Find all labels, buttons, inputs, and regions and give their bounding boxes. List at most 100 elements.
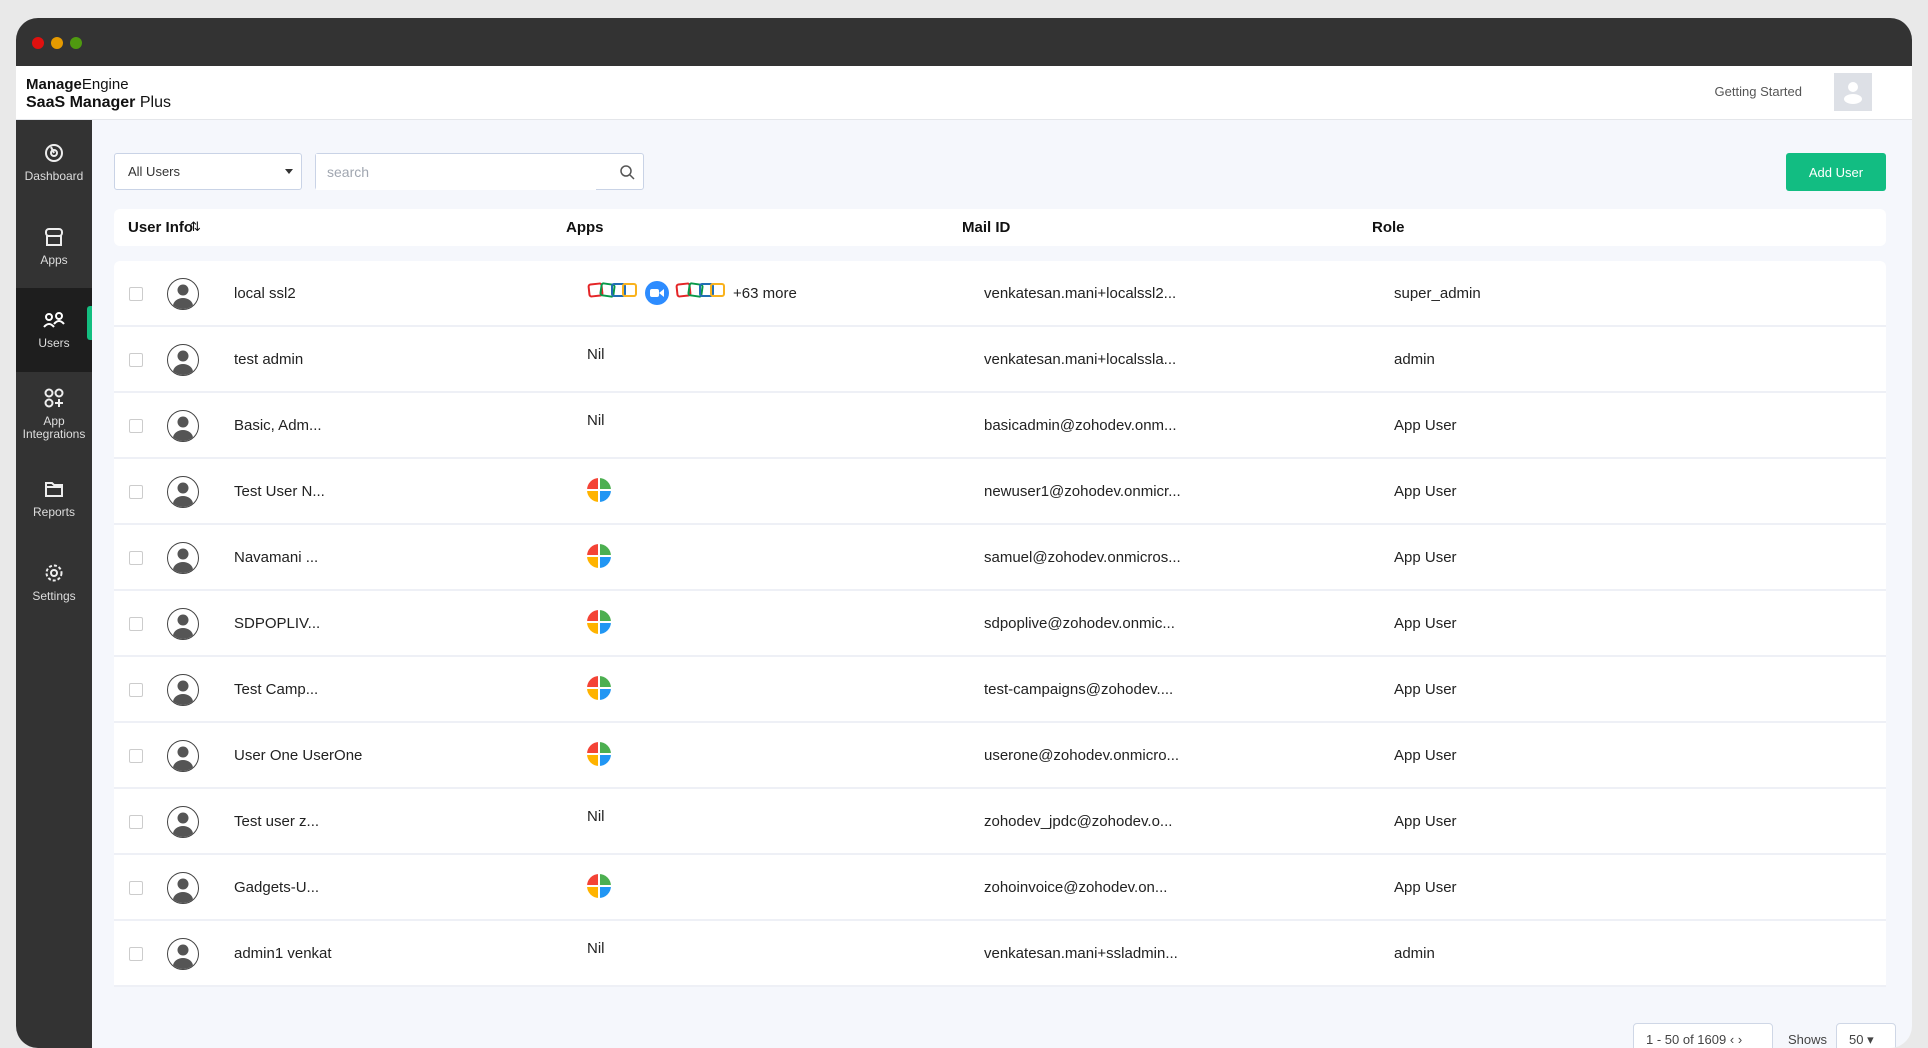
product-name: SaaS Manager Plus <box>26 94 171 111</box>
store-icon <box>45 227 63 246</box>
table-row[interactable]: Test User N... newuser1@zohodev.onmicr..… <box>114 459 1886 525</box>
user-name[interactable]: Test user z... <box>234 813 320 830</box>
user-name[interactable]: test admin <box>234 351 304 368</box>
row-checkbox[interactable] <box>129 683 143 697</box>
user-icon <box>173 944 193 969</box>
table-row[interactable]: local ssl2 +63 more venkatesan.mani+loca… <box>114 261 1886 327</box>
maximize-window-button[interactable] <box>70 37 82 49</box>
mail-id: sdpoplive@zohodev.onmic... <box>984 615 1175 632</box>
user-icon <box>1844 82 1862 104</box>
column-header-apps: Apps <box>566 219 604 236</box>
user-icon <box>173 812 193 837</box>
main-content: All Users Add User User Info ⇅ Apps Mail… <box>92 120 1912 1048</box>
user-filter-dropdown[interactable]: All Users <box>114 153 302 190</box>
minimize-window-button[interactable] <box>51 37 63 49</box>
row-checkbox[interactable] <box>129 749 143 763</box>
user-avatar <box>167 938 199 970</box>
row-checkbox[interactable] <box>129 617 143 631</box>
sort-icon[interactable]: ⇅ <box>190 219 201 234</box>
row-checkbox[interactable] <box>129 485 143 499</box>
table-row[interactable]: Basic, Adm... Nil basicadmin@zohodev.onm… <box>114 393 1886 459</box>
table-row[interactable]: test admin Nil venkatesan.mani+localssla… <box>114 327 1886 393</box>
user-name[interactable]: Navamani ... <box>234 549 319 566</box>
user-avatar <box>167 608 199 640</box>
table-row[interactable]: User One UserOne userone@zohodev.onmicro… <box>114 723 1886 789</box>
row-checkbox[interactable] <box>129 551 143 565</box>
user-name[interactable]: Test Camp... <box>234 681 319 698</box>
user-role: App User <box>1394 681 1457 698</box>
mail-id: test-campaigns@zohodev.... <box>984 681 1174 698</box>
sidebar-item-reports[interactable]: Reports <box>16 456 92 540</box>
user-name[interactable]: SDPOPLIV... <box>234 615 321 632</box>
sidebar-item-app-integrations[interactable]: App Integrations <box>16 372 92 456</box>
next-page-button[interactable]: › <box>1737 1032 1743 1047</box>
user-name[interactable]: local ssl2 <box>234 285 296 302</box>
microsoft-app-icon <box>587 874 611 898</box>
user-name[interactable]: Test User N... <box>234 483 325 500</box>
mail-id: userone@zohodev.onmicro... <box>984 747 1180 764</box>
apps-nil: Nil <box>587 808 605 825</box>
row-checkbox[interactable] <box>129 287 143 301</box>
search-icon[interactable] <box>619 164 635 180</box>
add-user-button[interactable]: Add User <box>1786 153 1886 191</box>
close-window-button[interactable] <box>32 37 44 49</box>
app-header: ManageEngine SaaS Manager Plus Getting S… <box>16 66 1912 120</box>
microsoft-app-icon <box>587 544 611 568</box>
user-name[interactable]: Basic, Adm... <box>234 417 322 434</box>
user-icon <box>173 284 193 309</box>
table-row[interactable]: Test Camp... test-campaigns@zohodev.... … <box>114 657 1886 723</box>
user-apps <box>587 610 611 634</box>
table-row[interactable]: Navamani ... samuel@zohodev.onmicros... … <box>114 525 1886 591</box>
user-apps <box>587 742 611 766</box>
table-row[interactable]: Test user z... Nil zohodev_jpdc@zohodev.… <box>114 789 1886 855</box>
page-size-select[interactable]: 50 ▾ <box>1836 1023 1896 1048</box>
search-input[interactable] <box>316 154 596 190</box>
table-row[interactable]: SDPOPLIV... sdpoplive@zohodev.onmic... A… <box>114 591 1886 657</box>
column-header-role: Role <box>1372 219 1405 236</box>
mail-id: basicadmin@zohodev.onm... <box>984 417 1177 434</box>
more-apps-link[interactable]: +63 more <box>733 284 797 302</box>
microsoft-app-icon <box>587 478 611 502</box>
sidebar-item-dashboard[interactable]: Dashboard <box>16 120 92 204</box>
user-icon <box>173 680 193 705</box>
user-name[interactable]: Gadgets-U... <box>234 879 320 896</box>
user-avatar <box>167 674 199 706</box>
user-avatar <box>167 872 199 904</box>
user-name[interactable]: User One UserOne <box>234 747 363 764</box>
row-checkbox[interactable] <box>129 881 143 895</box>
user-apps: Nil <box>587 808 605 825</box>
sidebar-item-apps[interactable]: Apps <box>16 204 92 288</box>
search-box <box>315 153 644 190</box>
brand-logo[interactable]: ManageEngine <box>26 76 129 93</box>
sidebar-item-label: Dashboard <box>24 168 84 183</box>
app-integrations-icon <box>44 388 64 408</box>
user-role: App User <box>1394 813 1457 830</box>
prev-page-button[interactable]: ‹ <box>1729 1032 1735 1047</box>
user-name[interactable]: admin1 venkat <box>234 945 332 962</box>
user-role: App User <box>1394 879 1457 896</box>
user-role: App User <box>1394 615 1457 632</box>
user-apps <box>587 478 611 502</box>
sidebar-item-settings[interactable]: Settings <box>16 540 92 624</box>
user-role: admin <box>1394 945 1435 962</box>
sidebar-item-users[interactable]: Users <box>16 288 92 372</box>
user-avatar <box>167 542 199 574</box>
table-row[interactable]: admin1 venkat Nil venkatesan.mani+ssladm… <box>114 921 1886 987</box>
profile-avatar[interactable] <box>1834 73 1872 111</box>
table-row[interactable]: Gadgets-U... zohoinvoice@zohodev.on... A… <box>114 855 1886 921</box>
row-checkbox[interactable] <box>129 947 143 961</box>
title-bar <box>16 18 1912 66</box>
user-icon <box>173 350 193 375</box>
row-checkbox[interactable] <box>129 815 143 829</box>
row-checkbox[interactable] <box>129 419 143 433</box>
filter-value: All Users <box>128 164 181 179</box>
user-apps <box>587 874 611 898</box>
column-header-user-info[interactable]: User Info <box>128 219 194 236</box>
zoho-app-icon <box>675 280 727 306</box>
dashboard-icon <box>45 143 63 162</box>
getting-started-link[interactable]: Getting Started <box>1714 84 1802 99</box>
mail-id: venkatesan.mani+localssla... <box>984 351 1177 368</box>
user-avatar <box>167 344 199 376</box>
sidebar-item-label: Users <box>38 335 70 350</box>
row-checkbox[interactable] <box>129 353 143 367</box>
